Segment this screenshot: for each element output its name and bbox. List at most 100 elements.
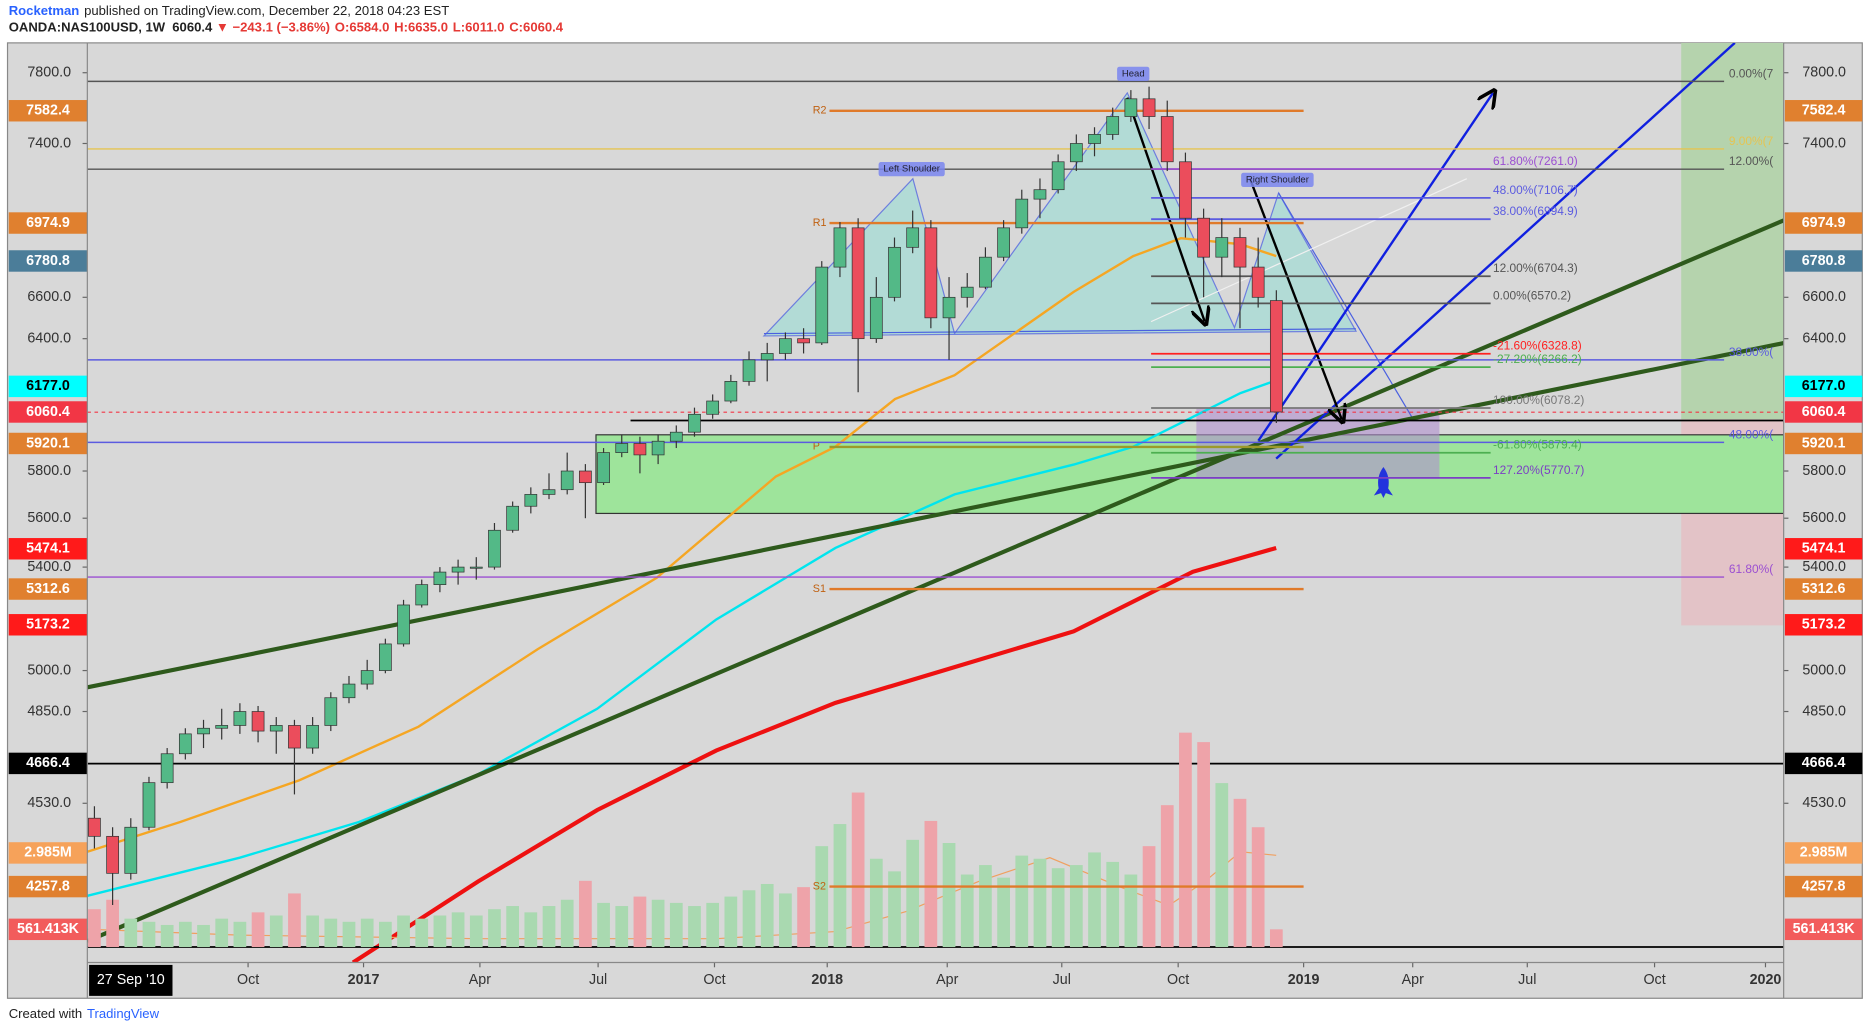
volume-bar: [979, 865, 992, 948]
ma-100: [87, 380, 1275, 897]
x-tick-label: Apr: [936, 972, 958, 988]
volume-bar: [342, 921, 356, 948]
price-tag: [1784, 401, 1863, 423]
candle-body: [960, 286, 974, 298]
y-tick-label: 6600.0: [27, 289, 71, 305]
volume-bar: [1160, 805, 1174, 948]
volume-bar: [124, 918, 138, 948]
fib-label: -61.80%(5879.4): [1493, 438, 1582, 452]
volume-bar: [415, 918, 429, 948]
y-tick-label: 5800.0: [1802, 463, 1846, 479]
pivot-label: R2: [813, 105, 827, 117]
candle-body: [215, 725, 229, 729]
volume-bar: [524, 912, 538, 948]
price-tag: [8, 918, 88, 941]
price-tag: [8, 212, 88, 234]
y-tick-label: 4530.0: [1802, 795, 1846, 811]
candle-body: [742, 359, 756, 382]
y-tick-label: 7400.0: [27, 135, 71, 151]
x-tick-label: Jul: [1053, 972, 1071, 988]
volume-bar: [1106, 861, 1120, 948]
volume-bar: [378, 921, 392, 948]
fib-label: 61.80%(: [1729, 562, 1773, 576]
candle-body: [1215, 237, 1229, 258]
candle-body: [906, 227, 920, 248]
volume-bar: [560, 899, 574, 948]
price-tag: [1784, 250, 1863, 272]
candle-body: [779, 338, 792, 354]
price-tag-label: 2.985M: [24, 845, 72, 861]
price-tag: [8, 538, 88, 560]
volume-bar: [1088, 852, 1101, 948]
candle-body: [1197, 217, 1210, 258]
ohlc: H:6635.0: [394, 20, 448, 35]
volume-bar: [815, 846, 829, 948]
x-tick-label: Jul: [1518, 972, 1536, 988]
candle-body: [851, 227, 865, 340]
candle-body: [160, 753, 174, 784]
y-tick-label: 5000.0: [1802, 662, 1846, 678]
volume-bar: [1033, 858, 1047, 948]
price-tag-label: 561.413K: [1793, 921, 1856, 937]
volume-bar: [1215, 783, 1229, 948]
price-tag-label: 5474.1: [26, 541, 70, 557]
price-tag: [1784, 918, 1863, 941]
volume-bar: [633, 896, 647, 948]
volume-bar: [942, 842, 956, 948]
candle-body: [379, 643, 392, 671]
candle-body: [997, 227, 1010, 258]
y-tick-label: 5800.0: [27, 463, 71, 479]
x-tick-label: 2018: [811, 972, 843, 988]
volume-bar: [742, 890, 756, 948]
candle-body: [542, 489, 556, 495]
pattern-label-bg: [878, 162, 945, 177]
price-tag-label: 6177.0: [1802, 378, 1846, 394]
volume-bar: [88, 909, 101, 948]
price-tag: [1784, 538, 1863, 560]
candle-body: [342, 683, 356, 699]
volume-bar: [851, 792, 865, 948]
volume-bar: [542, 906, 556, 948]
candle-body: [579, 470, 592, 484]
price-tag-label: 6974.9: [1802, 215, 1846, 231]
y-tick-label: 7800.0: [1802, 64, 1846, 80]
pattern-label: Right Shoulder: [1246, 174, 1310, 185]
ma-50: [87, 237, 1277, 853]
trend-line: [87, 341, 1784, 690]
pivot-label: P: [813, 441, 820, 453]
candle-body: [1124, 98, 1138, 117]
price-tag: [1784, 752, 1863, 775]
price-tag-label: 6780.8: [26, 253, 70, 269]
candle-body: [88, 817, 101, 837]
candle-body: [488, 529, 501, 568]
footer-text: Created with: [9, 1006, 83, 1021]
price-tag-label: 6780.8: [1802, 253, 1846, 269]
candle-body: [124, 826, 138, 874]
candle-body: [633, 443, 647, 456]
volume-bar: [288, 893, 301, 948]
x-tick-label: Jul: [589, 972, 607, 988]
candle-body: [233, 711, 247, 726]
x-tick-label: Oct: [1643, 972, 1665, 988]
volume-bar: [1124, 874, 1138, 948]
fib-label: 100.00%(6078.2): [1493, 393, 1584, 407]
candle-body: [1033, 189, 1047, 200]
candle-body: [1251, 266, 1265, 298]
fib-label: 61.80%(7261.0): [1493, 154, 1578, 168]
pivot-label: R1: [813, 217, 827, 229]
volume-bar: [451, 912, 465, 948]
candle-body: [524, 494, 538, 507]
y-tick-label: 7400.0: [1802, 135, 1846, 151]
candle-body: [942, 296, 956, 319]
volume-bar: [360, 918, 374, 948]
candle-body: [615, 443, 629, 453]
candle-body: [760, 353, 774, 361]
x-tick-label: Apr: [1402, 972, 1424, 988]
symbol: OANDA:NAS100USD, 1W: [9, 20, 166, 35]
candle-body: [142, 782, 156, 828]
volume-bar: [197, 924, 210, 948]
candle-body: [651, 440, 665, 456]
volume-bar: [215, 918, 229, 948]
price-tag: [1784, 614, 1863, 636]
